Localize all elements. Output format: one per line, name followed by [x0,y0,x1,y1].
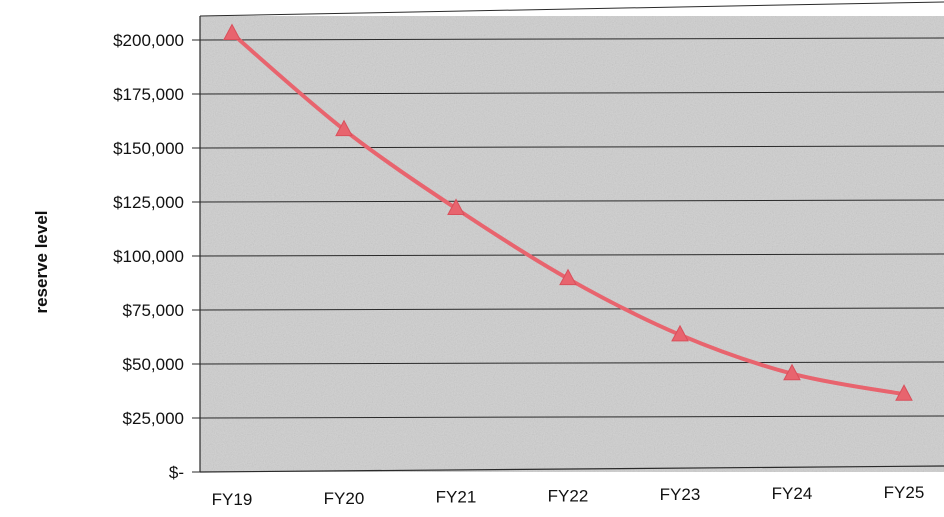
x-tick-label: FY22 [548,486,589,505]
data-point-marker [335,119,353,137]
gridline [199,253,944,257]
y-tick-label: $175,000 [113,85,184,104]
y-tick-label: $100,000 [113,247,184,266]
x-tick-label: FY25 [884,483,925,502]
data-point-marker [671,324,689,342]
x-tick-label: FY20 [324,489,365,508]
y-tick-label: $- [169,463,184,482]
data-point-marker [447,198,465,215]
gridline [199,307,944,311]
y-tick-label: $75,000 [123,301,184,320]
gridlines [199,37,944,419]
gridline [199,415,944,419]
axes [199,1,944,473]
data-point-marker [895,384,913,401]
x-tick-label: FY19 [212,490,253,509]
plot-top-border [199,1,944,17]
data-point-marker [559,268,577,286]
gridline [199,37,944,41]
gridline [199,145,944,149]
plot-area [200,16,944,472]
gridline [199,199,944,203]
x-tick-label: FY23 [660,485,701,504]
series [223,23,913,401]
x-axis-line [199,465,944,473]
y-tick-label: $150,000 [113,139,184,158]
x-tick-label: FY24 [772,484,813,503]
gridline [199,91,944,95]
y-tick-label: $200,000 [113,31,184,50]
y-axis-label: reserve level [32,210,51,313]
y-tick-label: $25,000 [123,409,184,428]
x-axis-ticks: FY19 FY20 FY21 FY22 FY23 FY24 FY25 [212,483,925,509]
data-point-marker [223,23,241,41]
y-tick-label: $125,000 [113,193,184,212]
y-axis-ticks: $200,000 $175,000 $150,000 $125,000 $100,000… [113,31,200,482]
y-tick-label: $50,000 [123,355,184,374]
data-point-marker [783,363,801,381]
gridline [199,361,944,365]
x-tick-label: FY21 [436,488,477,507]
